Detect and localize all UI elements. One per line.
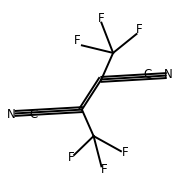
Text: C: C — [29, 108, 37, 121]
Text: N: N — [7, 108, 16, 121]
Text: F: F — [121, 146, 128, 159]
Text: F: F — [101, 163, 108, 176]
Text: F: F — [74, 34, 80, 47]
Text: F: F — [68, 151, 74, 164]
Text: F: F — [136, 23, 143, 36]
Text: N: N — [164, 68, 173, 81]
Text: F: F — [98, 12, 105, 25]
Text: C: C — [143, 68, 151, 81]
